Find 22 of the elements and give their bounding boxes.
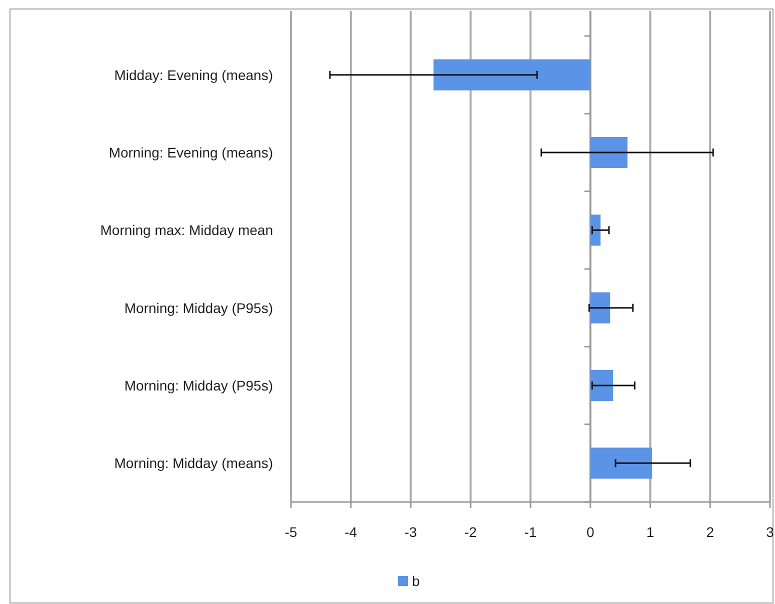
- bar: [434, 59, 590, 90]
- bar: [590, 448, 652, 479]
- y-tick-label: Morning: Evening (means): [108, 144, 273, 160]
- legend-label: b: [412, 573, 420, 589]
- y-tick-label: Morning: Midday (means): [114, 455, 273, 472]
- bar: [590, 292, 610, 324]
- y-tick-label: Midday: Evening (means): [114, 66, 273, 83]
- bar: [590, 214, 601, 246]
- x-tick-label: 2: [706, 524, 714, 540]
- y-tick-label: Morning: Midday (P95s): [124, 300, 273, 316]
- bar: [590, 370, 614, 402]
- x-tick-label: -4: [344, 524, 358, 540]
- bar: [590, 136, 628, 168]
- x-tick-label: -3: [404, 524, 418, 540]
- x-tick-label: -2: [464, 524, 478, 540]
- x-tick-label: 0: [586, 524, 594, 540]
- x-tick-label: -1: [524, 524, 537, 540]
- y-tick-label: Morning: Midday (P95s): [124, 378, 273, 394]
- x-tick-label: 3: [766, 524, 774, 540]
- x-tick-label: 1: [646, 524, 654, 540]
- y-tick-label: Morning max: Midday mean: [100, 222, 273, 238]
- x-tick-label: -5: [284, 524, 298, 540]
